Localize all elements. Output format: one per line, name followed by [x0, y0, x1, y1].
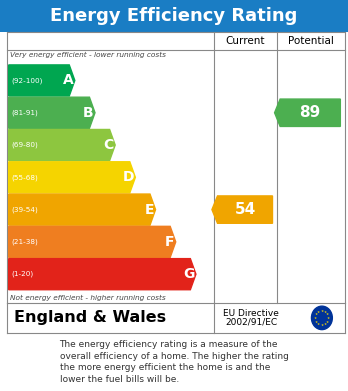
Text: Current: Current — [226, 36, 265, 46]
Text: A: A — [63, 74, 73, 88]
Text: (92-100): (92-100) — [11, 77, 43, 84]
Text: Energy Efficiency Rating: Energy Efficiency Rating — [50, 7, 298, 25]
Text: 89: 89 — [300, 105, 321, 120]
Text: B: B — [83, 106, 94, 120]
Text: ★: ★ — [321, 323, 323, 327]
Text: 54: 54 — [234, 202, 256, 217]
Text: England & Wales: England & Wales — [14, 310, 166, 325]
Text: ★: ★ — [324, 322, 327, 326]
Text: 2002/91/EC: 2002/91/EC — [226, 317, 277, 326]
Text: ★: ★ — [314, 316, 317, 320]
Text: (21-38): (21-38) — [11, 239, 38, 245]
Text: ★: ★ — [324, 310, 327, 314]
Polygon shape — [9, 65, 75, 96]
Text: ★: ★ — [321, 308, 323, 313]
Text: Very energy efficient - lower running costs: Very energy efficient - lower running co… — [10, 52, 166, 58]
Text: ★: ★ — [315, 312, 318, 316]
Polygon shape — [9, 194, 156, 225]
Text: E: E — [145, 203, 154, 217]
Text: The energy efficiency rating is a measure of the
overall efficiency of a home. T: The energy efficiency rating is a measur… — [60, 340, 288, 384]
Text: (1-20): (1-20) — [11, 271, 34, 278]
Polygon shape — [275, 99, 340, 126]
Text: F: F — [165, 235, 174, 249]
Text: ★: ★ — [317, 322, 320, 326]
Text: D: D — [122, 170, 134, 184]
Polygon shape — [9, 226, 176, 257]
Text: ★: ★ — [327, 316, 330, 320]
Text: ★: ★ — [326, 312, 329, 316]
Text: ★: ★ — [326, 319, 329, 323]
Text: ★: ★ — [315, 319, 318, 323]
Text: EU Directive: EU Directive — [223, 308, 279, 318]
Text: C: C — [104, 138, 114, 152]
Text: (55-68): (55-68) — [11, 174, 38, 181]
Text: Not energy efficient - higher running costs: Not energy efficient - higher running co… — [10, 295, 166, 301]
Polygon shape — [212, 196, 272, 223]
Circle shape — [311, 306, 332, 330]
Text: Potential: Potential — [288, 36, 333, 46]
Polygon shape — [9, 129, 115, 161]
Text: (69-80): (69-80) — [11, 142, 38, 148]
Polygon shape — [9, 258, 196, 290]
FancyBboxPatch shape — [0, 0, 348, 32]
Text: ★: ★ — [317, 310, 320, 314]
Polygon shape — [9, 162, 135, 193]
Text: (81-91): (81-91) — [11, 109, 38, 116]
Text: G: G — [183, 267, 195, 281]
Text: (39-54): (39-54) — [11, 206, 38, 213]
Polygon shape — [9, 97, 95, 128]
